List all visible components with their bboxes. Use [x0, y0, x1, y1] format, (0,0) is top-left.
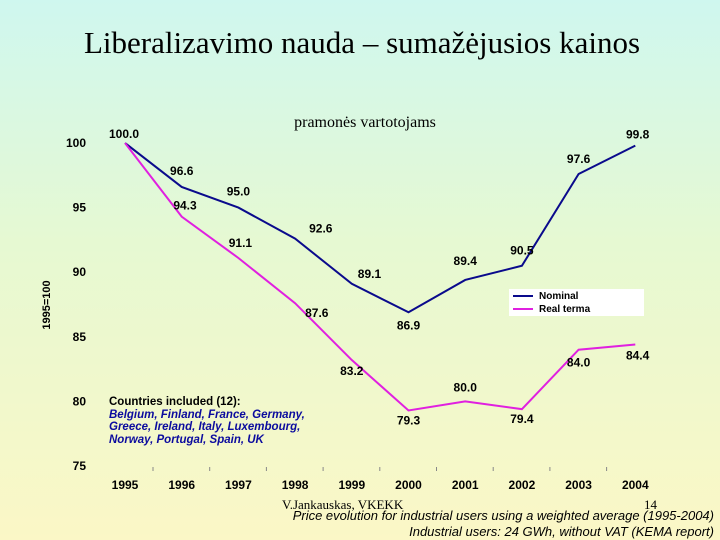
y-tick-label: 100	[66, 136, 86, 150]
axis-layer: 75 80 85 90 95 100 1995=100 1995 1996 1997 1998 199…	[41, 136, 649, 492]
y-tick-label: 75	[73, 459, 87, 473]
series-line-real	[124, 142, 636, 412]
y-axis-label: 1995=100	[41, 280, 53, 329]
x-tick-label: 2003	[565, 478, 592, 492]
legend-swatch-nominal	[513, 295, 533, 297]
legend-label-real: Real terma	[539, 303, 591, 315]
x-tick-label: 2004	[622, 478, 649, 492]
series-line-nominal	[124, 142, 636, 314]
y-tick-label: 85	[73, 330, 87, 344]
data-label-nominal: 100.0	[109, 127, 139, 141]
chart-legend: Nominal Real terma	[509, 289, 644, 316]
legend-item-real: Real terma	[513, 303, 590, 315]
data-label-nominal: 97.6	[567, 152, 591, 166]
data-label-real: 79.4	[510, 412, 534, 426]
x-tick-label: 1997	[225, 478, 252, 492]
page-number: 14	[644, 497, 657, 512]
x-tick-label: 1998	[282, 478, 309, 492]
data-label-nominal: 86.9	[397, 318, 421, 332]
data-label-nominal: 92.6	[309, 222, 333, 236]
data-label-real: 87.6	[305, 306, 329, 320]
data-label-nominal: 99.8	[626, 128, 650, 142]
data-label-real: 79.3	[397, 413, 421, 427]
label-layer: 100.0 96.6 95.0 92.6 89.1 86.9 89.4 90.5 97.6 99.…	[109, 127, 650, 427]
data-label-real: 84.0	[567, 356, 591, 370]
y-tick-label: 90	[73, 265, 87, 279]
countries-note: Countries included (12): Belgium, Finlan…	[109, 396, 339, 446]
y-tick-label: 80	[73, 394, 87, 408]
footer-author: V.Jankauskas, VKEKK	[282, 497, 404, 512]
legend-label-nominal: Nominal	[539, 290, 579, 302]
data-label-real: 84.4	[626, 349, 650, 363]
y-tick-label: 95	[73, 201, 87, 215]
footer-note-line-1: Price evolution for industrial users usi…	[292, 508, 714, 523]
footer-note-line-2: Industrial users: 24 GWh, without VAT (K…	[409, 524, 714, 539]
legend-swatch-real	[513, 308, 533, 310]
x-tick-label: 2000	[395, 478, 422, 492]
line-layer	[124, 142, 636, 412]
data-label-real: 83.2	[340, 364, 364, 378]
x-tick-label: 1999	[338, 478, 365, 492]
data-label-real: 80.0	[454, 380, 478, 394]
data-label-nominal: 95.0	[227, 185, 251, 199]
legend-item-nominal: Nominal	[513, 290, 578, 302]
countries-list: Belgium, Finland, France, Germany, Greec…	[109, 408, 305, 446]
chart-subtitle: pramonės vartotojams	[294, 114, 436, 131]
data-label-nominal: 89.4	[454, 254, 478, 268]
data-label-real: 91.1	[229, 236, 253, 250]
footer-note: Price evolution for industrial users usi…	[293, 508, 714, 540]
x-tick-label: 1996	[168, 478, 195, 492]
x-tick-label: 2001	[452, 478, 479, 492]
x-tick-label: 2002	[509, 478, 536, 492]
data-label-nominal: 89.1	[358, 267, 382, 281]
data-label-nominal: 90.5	[510, 244, 534, 258]
chart-title: Liberalizavimo nauda – sumažėjusios kain…	[83, 25, 641, 60]
x-tick-label: 1995	[112, 478, 139, 492]
countries-title: Countries included (12):	[109, 396, 241, 408]
data-label-real: 94.3	[173, 199, 197, 213]
data-label-nominal: 96.6	[170, 164, 194, 178]
